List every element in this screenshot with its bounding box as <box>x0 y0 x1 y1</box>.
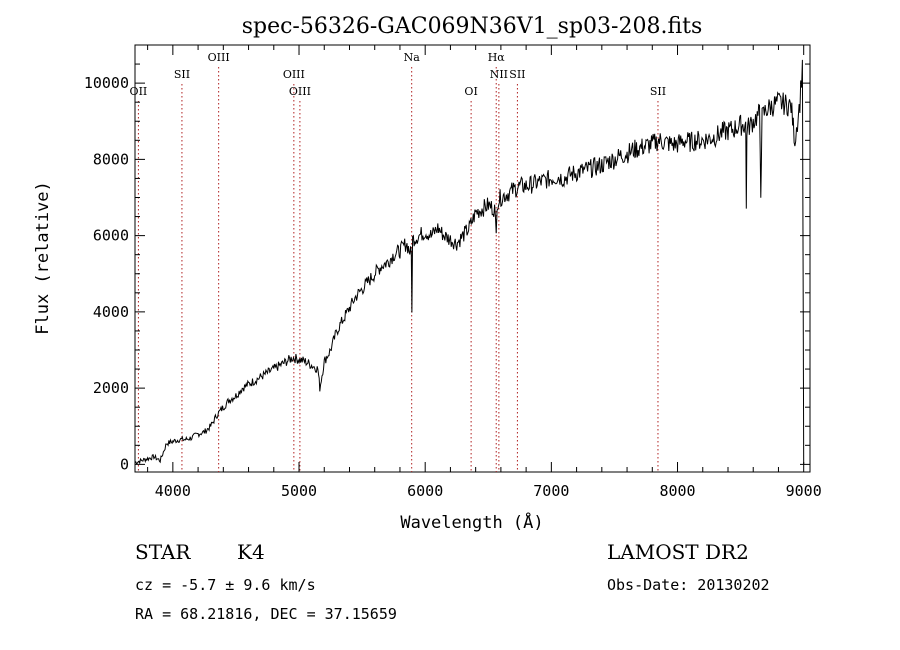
x-tick-label: 6000 <box>407 482 443 500</box>
plot-frame <box>134 44 811 473</box>
x-tick-label: 9000 <box>786 482 822 500</box>
x-tick-label: 5000 <box>281 482 317 500</box>
x-axis-label: Wavelength (Å) <box>400 511 543 533</box>
y-tick-label: 8000 <box>93 150 129 168</box>
survey-name: LAMOST DR2 <box>607 540 749 564</box>
object-class: STAR <box>135 540 191 564</box>
spectral-line-label: OII <box>130 85 148 98</box>
y-tick-label: 6000 <box>93 227 129 245</box>
y-tick-label: 4000 <box>93 303 129 321</box>
y-tick-label: 2000 <box>93 379 129 397</box>
spectrum-series-line <box>134 59 805 465</box>
axis-ticks <box>135 44 810 472</box>
y-axis-label: Flux (relative) <box>33 181 53 335</box>
coordinates-readout: RA = 68.21816, DEC = 37.15659 <box>135 605 397 623</box>
y-tick-label: 0 <box>120 455 129 473</box>
spectral-line-label: NII <box>490 68 508 81</box>
x-tick-label: 8000 <box>659 482 695 500</box>
observation-date: Obs-Date: 20130202 <box>607 576 770 594</box>
spectral-line-label: OI <box>464 85 477 98</box>
spectral-line-label: SII <box>650 85 666 98</box>
chart-title: spec-56326-GAC069N36V1_sp03-208.fits <box>242 14 703 39</box>
y-tick-label: 10000 <box>84 74 129 92</box>
spectral-line-label: Na <box>404 51 421 64</box>
spectral-line-label: OIII <box>283 68 305 81</box>
spectral-line-label: Hα <box>488 51 506 64</box>
x-tick-label: 7000 <box>533 482 569 500</box>
axis-tick-labels: 4000 5000 6000 7000 8000 9000 0 2000 4000 6000 800… <box>84 74 822 500</box>
object-subclass: K4 <box>237 540 265 564</box>
spectral-line-label: OIII <box>208 51 230 64</box>
spectral-line-label: SII <box>174 68 190 81</box>
x-tick-label: 4000 <box>155 482 191 500</box>
spectral-line-label: OIII <box>289 85 311 98</box>
redshift-readout: cz = -5.7 ± 9.6 km/s <box>135 576 316 594</box>
spectral-line-label: SII <box>509 68 525 81</box>
